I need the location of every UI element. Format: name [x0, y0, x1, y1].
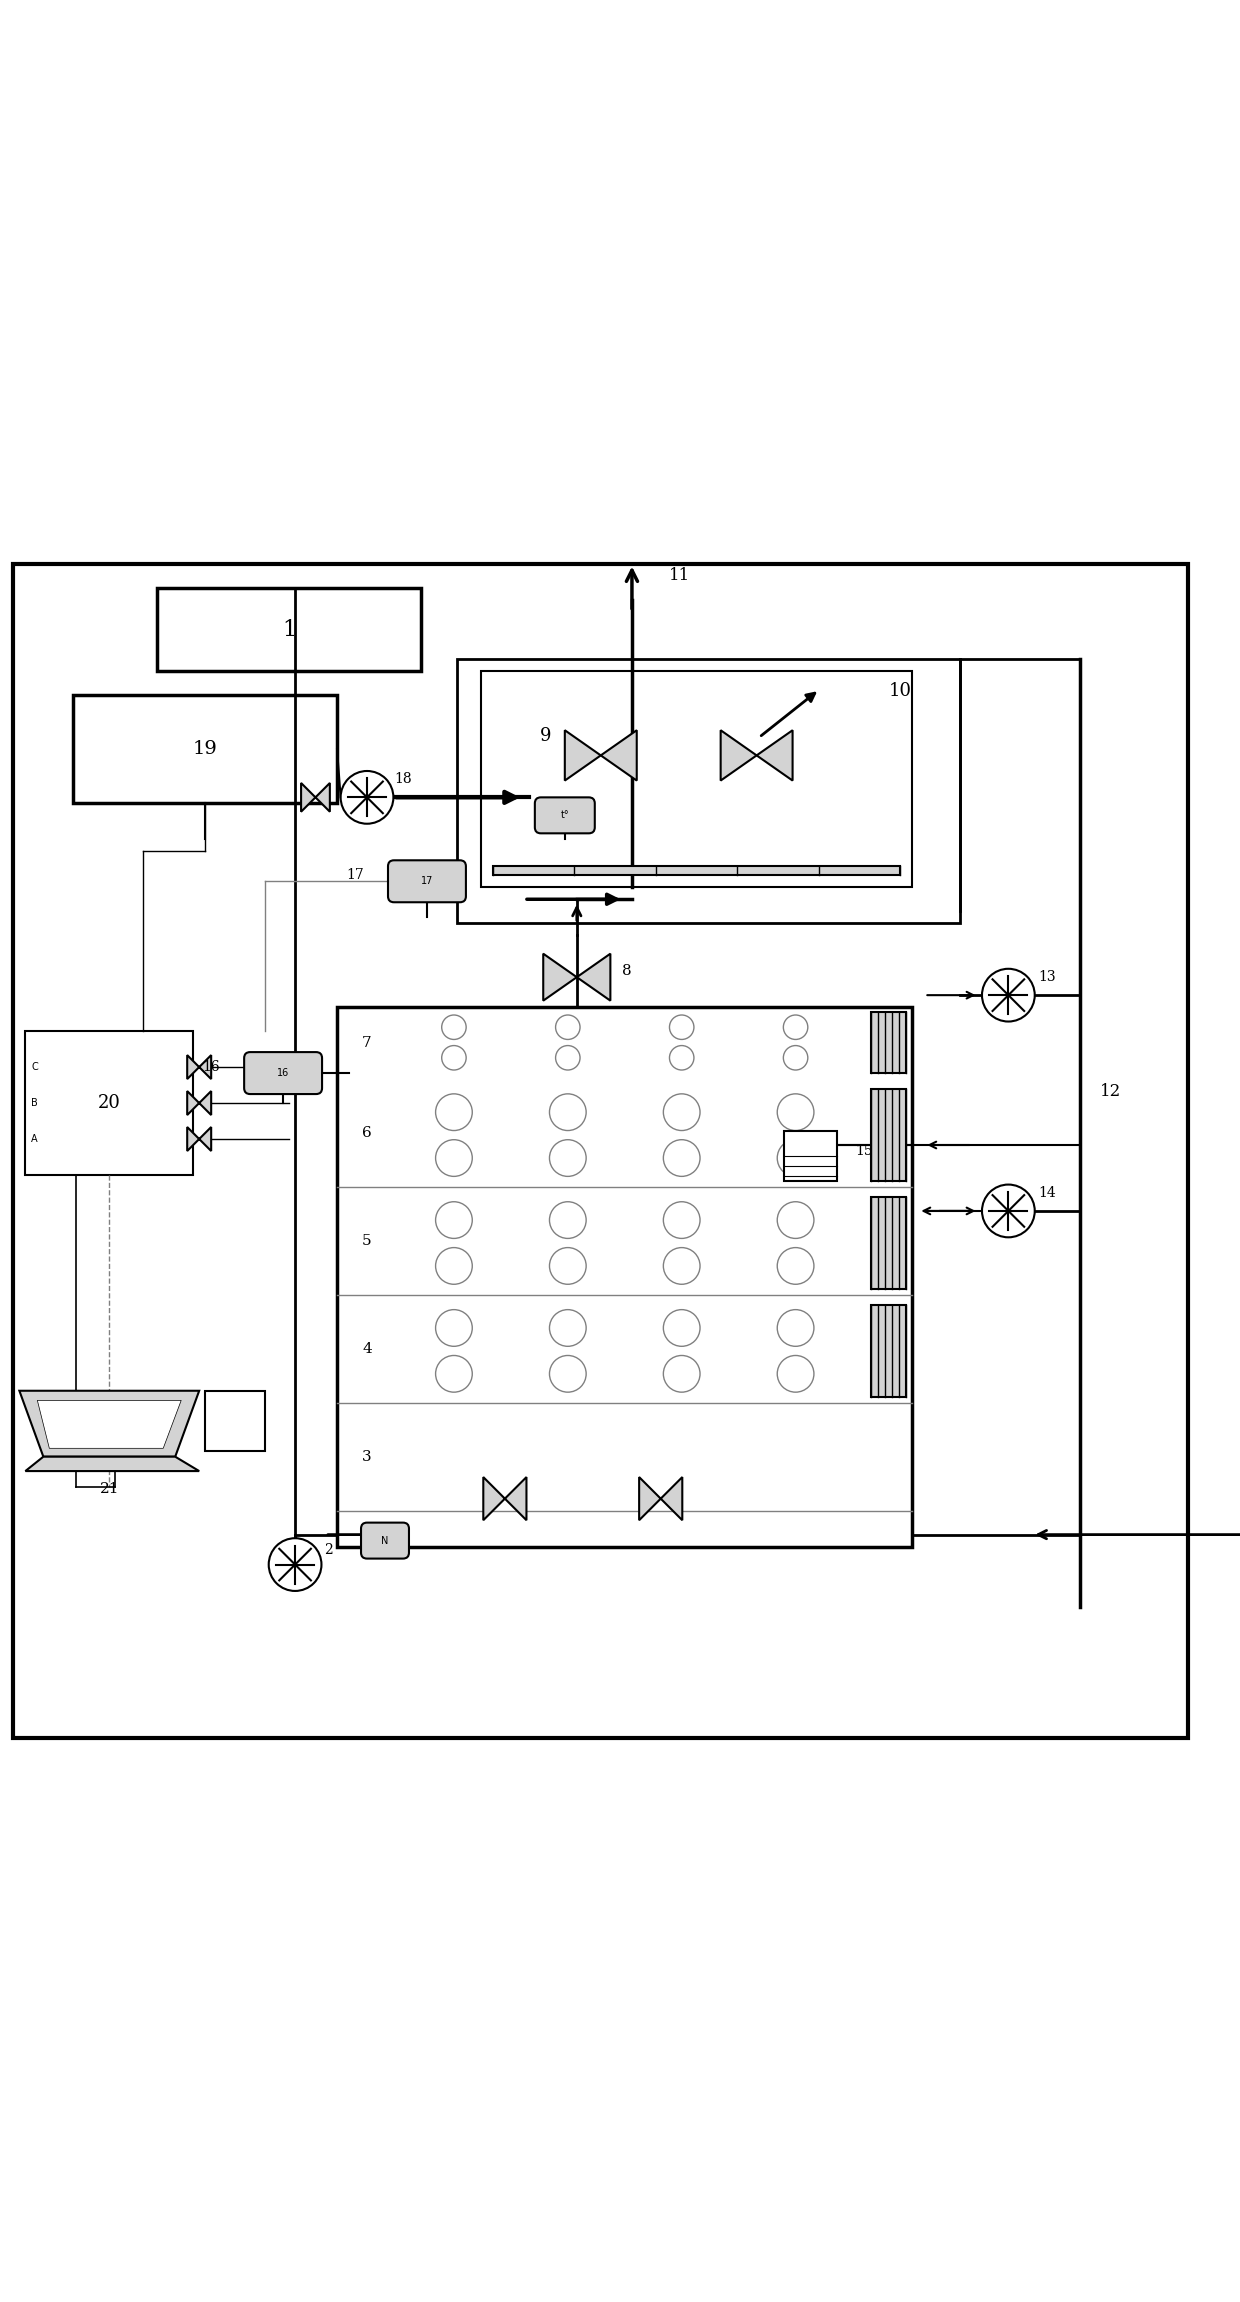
Circle shape: [663, 1356, 701, 1393]
Circle shape: [549, 1356, 587, 1393]
FancyBboxPatch shape: [361, 1522, 409, 1558]
Circle shape: [556, 1015, 580, 1041]
Text: 17: 17: [346, 868, 363, 882]
Bar: [870, 1197, 906, 1289]
Text: 12: 12: [1100, 1082, 1121, 1100]
Circle shape: [982, 969, 1034, 1022]
Polygon shape: [600, 730, 637, 780]
Text: N: N: [382, 1535, 388, 1545]
Text: C: C: [31, 1061, 38, 1073]
Circle shape: [777, 1202, 813, 1238]
Text: 8: 8: [622, 965, 632, 978]
Polygon shape: [37, 1400, 181, 1448]
Circle shape: [663, 1310, 701, 1347]
Bar: [157, 587, 420, 672]
Polygon shape: [720, 730, 756, 780]
Text: 21: 21: [99, 1482, 119, 1496]
Circle shape: [549, 1202, 587, 1238]
Text: 14: 14: [1038, 1186, 1055, 1199]
Polygon shape: [639, 1478, 682, 1519]
Circle shape: [784, 1045, 807, 1070]
Polygon shape: [205, 1390, 265, 1450]
Text: 4: 4: [362, 1342, 372, 1356]
Circle shape: [663, 1093, 701, 1130]
Bar: [870, 1305, 906, 1397]
Bar: [25, 1031, 193, 1174]
Polygon shape: [577, 953, 610, 1001]
Bar: [870, 1089, 906, 1181]
Bar: [870, 1013, 906, 1073]
Bar: [337, 1008, 913, 1547]
Circle shape: [670, 1045, 694, 1070]
Text: 19: 19: [192, 741, 217, 757]
Circle shape: [435, 1093, 472, 1130]
FancyBboxPatch shape: [534, 796, 595, 833]
Text: A: A: [31, 1135, 38, 1144]
Circle shape: [663, 1139, 701, 1176]
Polygon shape: [564, 730, 600, 780]
Text: B: B: [31, 1098, 38, 1107]
Polygon shape: [20, 1390, 200, 1457]
FancyBboxPatch shape: [244, 1052, 322, 1093]
Circle shape: [435, 1310, 472, 1347]
Circle shape: [777, 1310, 813, 1347]
Bar: [784, 1130, 837, 1181]
Text: 2: 2: [325, 1542, 334, 1556]
Polygon shape: [756, 730, 792, 780]
Polygon shape: [301, 783, 330, 813]
Circle shape: [269, 1538, 321, 1591]
Text: 13: 13: [1038, 969, 1055, 985]
Circle shape: [777, 1093, 813, 1130]
Circle shape: [549, 1139, 587, 1176]
Text: 6: 6: [362, 1126, 372, 1139]
Polygon shape: [543, 953, 577, 1001]
Circle shape: [663, 1248, 701, 1285]
Text: 16: 16: [202, 1061, 219, 1075]
Polygon shape: [187, 1091, 211, 1114]
Circle shape: [441, 1015, 466, 1041]
Circle shape: [663, 1202, 701, 1238]
Circle shape: [435, 1202, 472, 1238]
Circle shape: [549, 1093, 587, 1130]
Circle shape: [435, 1356, 472, 1393]
Circle shape: [435, 1248, 472, 1285]
Text: 18: 18: [394, 773, 412, 787]
Circle shape: [777, 1356, 813, 1393]
Bar: [73, 695, 337, 803]
Circle shape: [670, 1015, 694, 1041]
Circle shape: [549, 1310, 587, 1347]
Text: 1: 1: [281, 619, 296, 640]
Text: 16: 16: [277, 1068, 289, 1077]
Circle shape: [777, 1248, 813, 1285]
Circle shape: [341, 771, 393, 824]
Circle shape: [441, 1045, 466, 1070]
Text: 15: 15: [856, 1144, 873, 1158]
Circle shape: [549, 1248, 587, 1285]
Circle shape: [556, 1045, 580, 1070]
Text: 11: 11: [670, 566, 691, 585]
Text: 20: 20: [98, 1093, 120, 1112]
Text: t°: t°: [560, 810, 569, 820]
Bar: [481, 672, 913, 886]
Polygon shape: [484, 1478, 527, 1519]
Polygon shape: [187, 1128, 211, 1151]
FancyBboxPatch shape: [388, 861, 466, 902]
Text: 5: 5: [362, 1234, 372, 1248]
Circle shape: [784, 1015, 807, 1041]
Polygon shape: [25, 1457, 200, 1471]
Text: 17: 17: [420, 877, 433, 886]
Bar: [492, 866, 900, 875]
Text: 9: 9: [539, 727, 552, 746]
Circle shape: [982, 1186, 1034, 1236]
Circle shape: [435, 1139, 472, 1176]
Bar: [456, 658, 961, 923]
Circle shape: [777, 1139, 813, 1176]
Text: 7: 7: [362, 1036, 372, 1050]
Text: 10: 10: [889, 681, 911, 700]
Polygon shape: [187, 1054, 211, 1080]
Text: 3: 3: [362, 1450, 372, 1464]
